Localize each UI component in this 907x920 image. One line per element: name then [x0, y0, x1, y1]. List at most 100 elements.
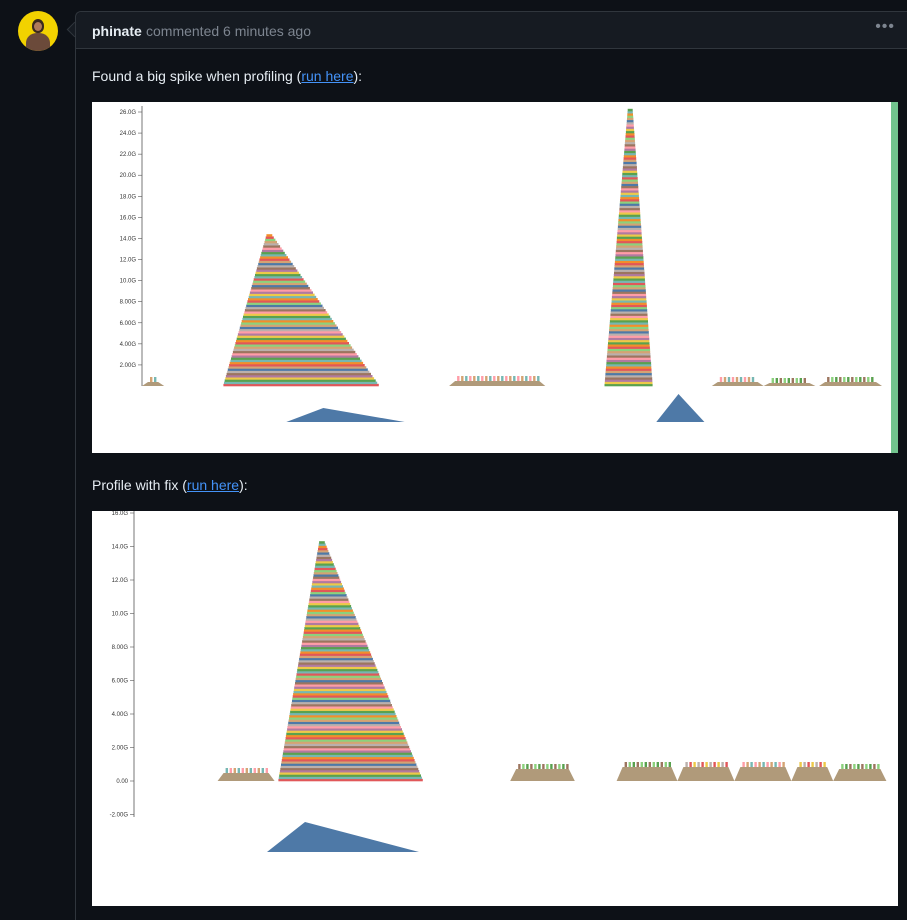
memory-stripe [242, 317, 332, 321]
memory-stripe [301, 644, 368, 648]
user-avatar[interactable] [18, 11, 58, 51]
memory-stripe [315, 561, 333, 564]
activity-tick [640, 762, 643, 767]
memory-stripe [611, 300, 647, 303]
memory-stripe [315, 563, 334, 566]
memory-stripe [621, 179, 638, 182]
memory-stripe [292, 695, 389, 698]
activity-block [449, 381, 546, 386]
comment-timestamp[interactable]: commented 6 minutes ago [146, 23, 311, 39]
memory-stripe [627, 117, 634, 121]
memory-stripe [610, 317, 648, 321]
memory-stripe [311, 585, 343, 588]
memory-stripe [285, 734, 405, 738]
memory-stripe [283, 748, 411, 751]
activity-tick [521, 376, 524, 381]
activity-tick [815, 762, 818, 767]
memory-stripe [606, 361, 652, 365]
y-tick-label: 14.0G [120, 236, 137, 242]
memory-stripe [250, 289, 312, 292]
memory-stripe [612, 291, 646, 294]
activity-tick [693, 762, 696, 767]
activity-tick [713, 762, 716, 767]
memory-stripe [287, 726, 401, 729]
y-tick-label: 14.0G [112, 545, 129, 551]
comment-author-link[interactable]: phinate [92, 23, 142, 39]
activity-tick [241, 768, 244, 773]
memory-stripe [620, 192, 639, 195]
memory-stripe [607, 344, 650, 347]
memory-stripe [623, 157, 637, 160]
activity-tick [518, 764, 521, 769]
memory-stripe [243, 313, 329, 316]
activity-tick [731, 377, 735, 382]
y-tick-label: -2.00G [110, 813, 129, 819]
overview-area [267, 822, 419, 852]
memory-stripe [245, 306, 324, 310]
memory-stripe [243, 315, 331, 319]
activity-tick [851, 377, 854, 382]
activity-tick [831, 377, 834, 382]
memory-profile-image-fixed[interactable]: -2.00G 0.00 2.00G 4.00G 6.00G 8.00G 10.0G 12.0G… [92, 511, 898, 906]
memory-stripe [249, 293, 315, 297]
memory-stripe [248, 295, 317, 299]
memory-stripe [224, 379, 376, 382]
memory-stripe [619, 207, 640, 211]
memory-stripe [626, 126, 634, 129]
activity-tick [501, 376, 504, 381]
memory-stripe [610, 313, 648, 316]
memory-stripe [624, 144, 636, 147]
memory-stripe [299, 653, 372, 656]
paragraph-1-suffix: ): [353, 68, 363, 84]
memory-stripe [248, 298, 318, 301]
run-here-link-2[interactable]: run here [186, 477, 240, 493]
y-tick-label: 16.0G [112, 511, 129, 517]
activity-tick [469, 376, 472, 381]
activity-tick [719, 377, 723, 382]
memory-stripe [233, 348, 354, 352]
memory-stripe [626, 128, 635, 132]
activity-tick [225, 768, 228, 773]
activity-tick [554, 764, 557, 769]
run-here-link-1[interactable]: run here [301, 68, 354, 84]
activity-tick [877, 764, 880, 769]
activity-tick [869, 764, 872, 769]
comment-paragraph-1: Found a big spike when profiling (run he… [92, 68, 362, 84]
memory-stripe [319, 541, 325, 544]
activity-tick [632, 762, 635, 767]
y-tick-label: 18.0G [120, 194, 137, 200]
memory-stripe [621, 185, 639, 189]
memory-stripe [316, 554, 331, 557]
memory-stripe [618, 218, 641, 222]
memory-stripe [256, 267, 296, 270]
memory-stripe [317, 552, 330, 555]
memory-stripe [609, 322, 649, 325]
memory-stripe [621, 188, 639, 191]
activity-block [763, 383, 816, 386]
memory-stripe [609, 331, 649, 334]
memory-stripe [232, 350, 356, 354]
memory-stripe [613, 282, 646, 286]
kebab-horizontal-icon[interactable]: ••• [875, 18, 895, 35]
activity-tick [229, 768, 232, 773]
memory-stripe [293, 690, 387, 694]
activity-tick [558, 764, 561, 769]
memory-stripe [295, 677, 381, 681]
memory-stripe [249, 291, 313, 294]
memory-stripe [625, 130, 635, 134]
activity-tick [865, 764, 868, 769]
memory-stripe [299, 655, 372, 659]
overview-area [656, 394, 705, 422]
y-tick-label: 6.00G [120, 321, 137, 327]
memory-stripe [618, 214, 641, 217]
y-tick-label: 20.0G [120, 173, 137, 179]
activity-tick [461, 376, 464, 381]
memory-stripe [280, 765, 418, 769]
memory-stripe [616, 243, 643, 246]
activity-tick [721, 762, 724, 767]
memory-stripe [281, 759, 415, 762]
activity-block [142, 382, 165, 386]
memory-profile-image-spike[interactable]: 2.00G 4.00G 6.00G 8.00G 10.0G 12.0G 14.0G 16.0G… [92, 102, 898, 453]
memory-stripe [284, 743, 409, 747]
memory-stripe [626, 122, 634, 125]
